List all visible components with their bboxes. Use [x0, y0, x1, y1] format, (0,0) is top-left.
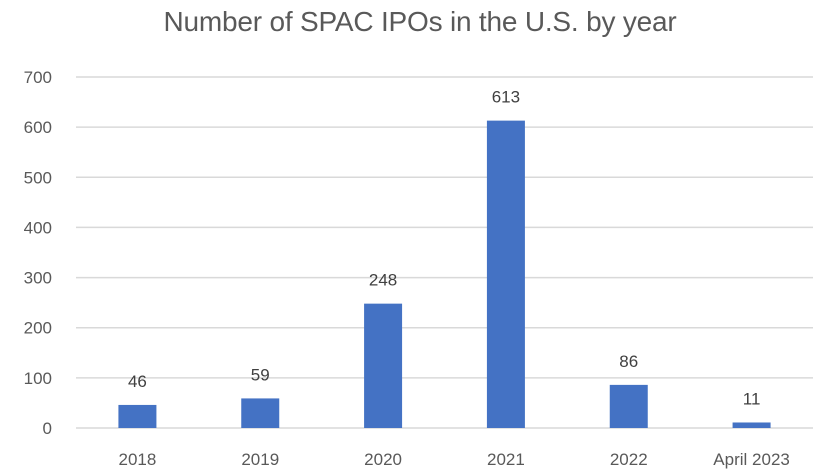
data-label: 248	[369, 271, 397, 290]
x-tick-label: 2020	[364, 450, 402, 469]
bar	[118, 404, 157, 428]
chart-title: Number of SPAC IPOs in the U.S. by year	[163, 6, 677, 37]
data-label: 613	[492, 88, 520, 107]
x-tick-label: April 2023	[713, 450, 790, 469]
bar	[364, 303, 403, 428]
bars	[118, 120, 771, 429]
gridlines	[76, 76, 813, 429]
bar	[486, 120, 525, 429]
data-labels: 46 59 248 613 86 11	[128, 88, 760, 409]
y-tick-label: 700	[24, 68, 52, 87]
data-label: 59	[251, 365, 270, 384]
y-tick-label: 500	[24, 168, 52, 187]
y-tick-label: 100	[24, 369, 52, 388]
data-label: 11	[743, 389, 761, 408]
x-tick-label: 2019	[241, 450, 279, 469]
x-axis-ticks: 2018 2019 2020 2021 2022 April 2023	[119, 450, 790, 469]
x-tick-label: 2021	[487, 450, 525, 469]
data-label: 86	[619, 352, 638, 371]
y-axis-ticks: 0 100 200 300 400 500 600 700	[24, 68, 52, 438]
y-tick-label: 600	[24, 118, 52, 137]
y-tick-label: 400	[24, 218, 52, 237]
x-tick-label: 2018	[119, 450, 157, 469]
y-tick-label: 0	[43, 419, 52, 438]
data-label: 46	[128, 372, 147, 391]
bar	[241, 398, 280, 428]
y-tick-label: 300	[24, 269, 52, 288]
bar	[609, 384, 648, 428]
x-tick-label: 2022	[610, 450, 648, 469]
bar	[732, 422, 771, 428]
y-tick-label: 200	[24, 319, 52, 338]
